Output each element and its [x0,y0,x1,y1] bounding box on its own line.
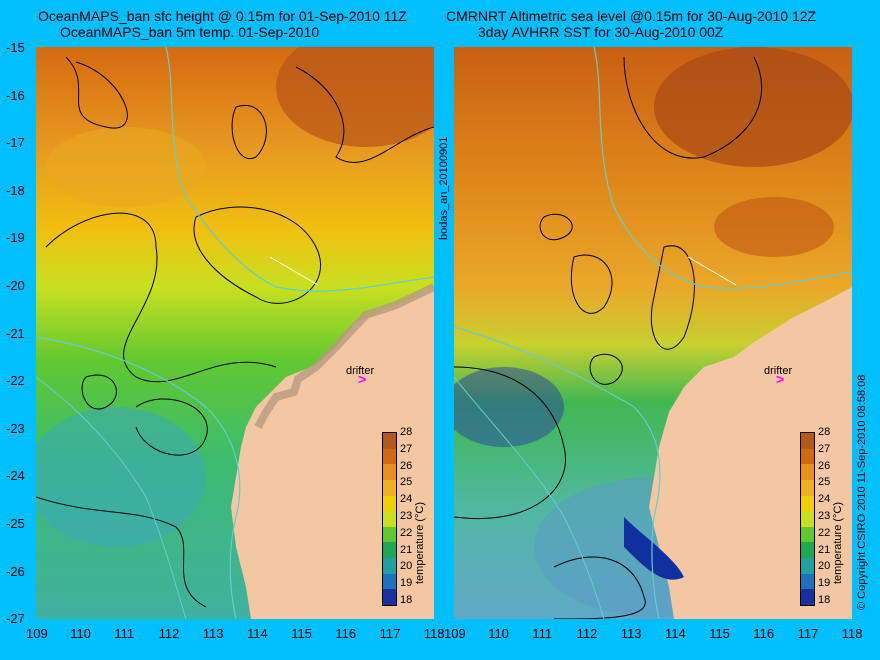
right-x-tick-label: 116 [753,626,775,641]
colorbar-segment [801,589,814,605]
colorbar-tick-label: 28 [818,426,831,438]
y-tick-label: -18 [6,182,25,198]
colorbar-segment [383,558,396,574]
left-x-tick-label: 118 [423,626,445,641]
colorbar-tick-label: 20 [818,560,831,573]
colorbar-tick-label: 21 [818,543,831,556]
right-x-tick-label: 114 [665,626,686,641]
right-title-line-2: 3day AVHRR SST for 30-Aug-2010 00Z [478,24,724,40]
colorbar-tick-label: 18 [400,594,413,606]
colorbar-tick-label: 22 [400,526,413,539]
colorbar-tick-label: 25 [818,476,831,489]
colorbar-segment [801,573,814,590]
colorbar-tick-label: 19 [400,577,413,590]
colorbar-tick-label: 27 [400,442,413,455]
y-tick-label: -15 [6,40,25,55]
colorbar-tick-label: 26 [400,459,413,472]
colorbar-tick-label: 18 [818,594,831,606]
y-tick-label: -24 [6,468,25,484]
colorbar-tick-label: 20 [400,560,413,573]
right-x-tick-label: 113 [620,626,642,641]
left-x-tick-label: 110 [70,626,91,641]
right-drifter-label: drifter [764,365,793,377]
colorbar-segment [801,433,814,449]
left-x-tick-label: 111 [114,626,135,641]
right-x-tick-label: 115 [709,626,730,641]
right-x-tick-label: 117 [797,626,819,641]
y-tick-label: -27 [6,611,25,627]
right-x-tick-label: 111 [532,626,553,641]
colorbar-segment [383,511,396,527]
y-tick-label: -19 [6,230,25,246]
right-x-tick-label: 110 [488,626,509,641]
right-x-tick-label: 109 [444,626,466,641]
y-tick-label: -23 [6,420,25,436]
y-tick-label: -21 [6,325,25,341]
colorbar-segment [383,526,396,543]
left-x-tick-label: 114 [247,626,268,641]
colorbar-tick-label: 25 [400,476,413,489]
colorbar-segment [801,526,814,543]
left-x-tick-label: 115 [291,626,312,641]
colorbar-right-title: temperature (°C) [832,501,844,584]
colorbar-segment [801,448,814,465]
colorbar-right [800,432,815,606]
colorbar-segment [383,542,396,558]
colorbar-tick-label: 21 [400,543,413,556]
colorbar-segment [801,558,814,574]
left-map-panel [36,47,434,619]
right-x-tick-label: 118 [841,626,863,641]
colorbar-segment [801,479,814,496]
colorbar-segment [801,495,814,512]
colorbar-segment [801,464,814,480]
colorbar-tick-label: 23 [400,510,413,522]
left-x-tick-label: 113 [202,626,224,641]
colorbar-segment [383,495,396,512]
y-tick-label: -16 [6,87,25,103]
colorbar-left [382,432,397,606]
y-tick-label: -22 [6,373,25,389]
y-tick-label: -26 [6,563,25,579]
y-tick-label: -25 [6,516,25,531]
colorbar-tick-label: 22 [818,526,831,539]
colorbar-segment [383,479,396,496]
colorbar-segment [801,542,814,558]
right-drifter-arrow-icon: > [776,371,785,387]
colorbar-segment [801,511,814,527]
colorbar-left-title: temperature (°C) [414,501,426,584]
right-title-line-1: CMRNRT Altimetric sea level @0.15m for 3… [446,8,817,24]
colorbar-tick-label: 24 [818,493,831,506]
colorbar-tick-label: 24 [400,493,413,506]
colorbar-segment [383,464,396,480]
copyright-label: © Copyright CSIRO 2010 11-Sep-2010 08:58… [856,374,868,610]
left-drifter-label: drifter [346,365,375,377]
right-map-panel [454,47,852,619]
left-x-tick-label: 117 [379,626,401,641]
right-x-tick-label: 112 [576,626,598,641]
colorbar-tick-label: 27 [818,442,831,455]
colorbar-tick-label: 23 [818,510,831,522]
left-x-tick-label: 116 [335,626,357,641]
y-tick-label: -17 [6,135,25,151]
left-x-tick-label: 109 [26,626,48,641]
colorbar-segment [383,589,396,605]
colorbar-tick-label: 19 [818,577,831,590]
left-title-line-2: OceanMAPS_ban 5m temp. 01-Sep-2010 [60,24,320,40]
left-title-line-1: OceanMAPS_ban sfc height @ 0.15m for 01-… [38,8,407,24]
left-drifter-arrow-icon: > [358,371,367,387]
colorbar-segment [383,448,396,465]
colorbar-tick-label: 28 [400,426,413,438]
y-tick-label: -20 [6,278,25,293]
run-id-label: bodas_an_20100901 [438,136,450,240]
colorbar-segment [383,573,396,590]
colorbar-segment [383,433,396,449]
colorbar-tick-label: 26 [818,459,831,472]
left-x-tick-label: 112 [158,626,180,641]
